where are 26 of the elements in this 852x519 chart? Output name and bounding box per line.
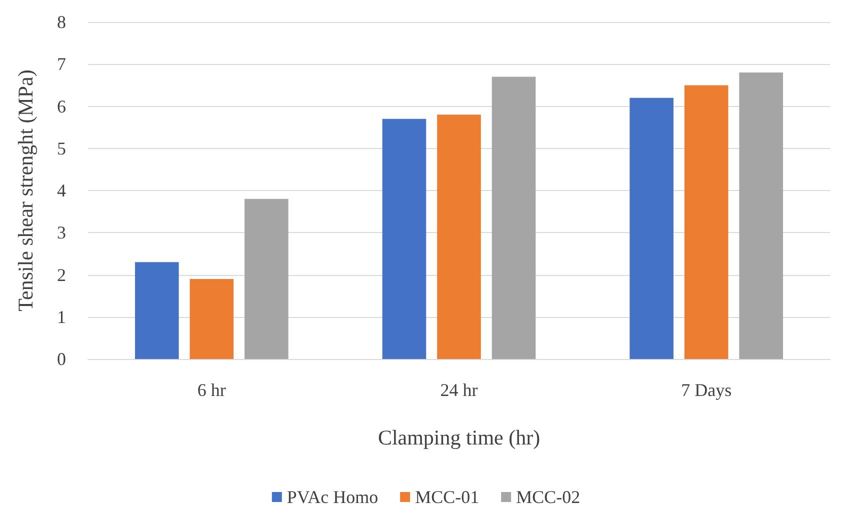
y-axis-title: Tensile shear strenght (MPa) xyxy=(14,70,38,312)
y-tick-label: 2 xyxy=(57,264,66,285)
y-tick-label: 4 xyxy=(57,180,66,200)
y-tick-label: 7 xyxy=(57,54,66,74)
bar xyxy=(437,114,481,359)
bar xyxy=(630,98,674,359)
x-axis-title: Clamping time (hr) xyxy=(378,426,540,450)
legend-label: MCC-01 xyxy=(415,487,480,507)
bar xyxy=(134,262,179,359)
bar xyxy=(684,85,728,359)
y-tick-label: 1 xyxy=(57,306,66,327)
y-tick-label: 5 xyxy=(57,138,66,158)
legend-label: MCC-02 xyxy=(516,487,580,507)
x-tick-label: 6 hr xyxy=(197,380,226,400)
y-tick-label: 3 xyxy=(57,222,66,243)
legend-label: PVAc Homo xyxy=(286,487,378,507)
bar xyxy=(382,118,426,359)
x-tick-label: 24 hr xyxy=(440,380,478,400)
x-tick-label: 7 Days xyxy=(681,380,732,400)
bar xyxy=(492,76,536,359)
bar xyxy=(739,72,784,359)
y-tick-label: 8 xyxy=(57,12,66,32)
bar xyxy=(190,278,234,359)
y-tick-label: 0 xyxy=(57,349,66,369)
y-tick-label: 6 xyxy=(57,96,66,116)
bar xyxy=(244,198,288,359)
